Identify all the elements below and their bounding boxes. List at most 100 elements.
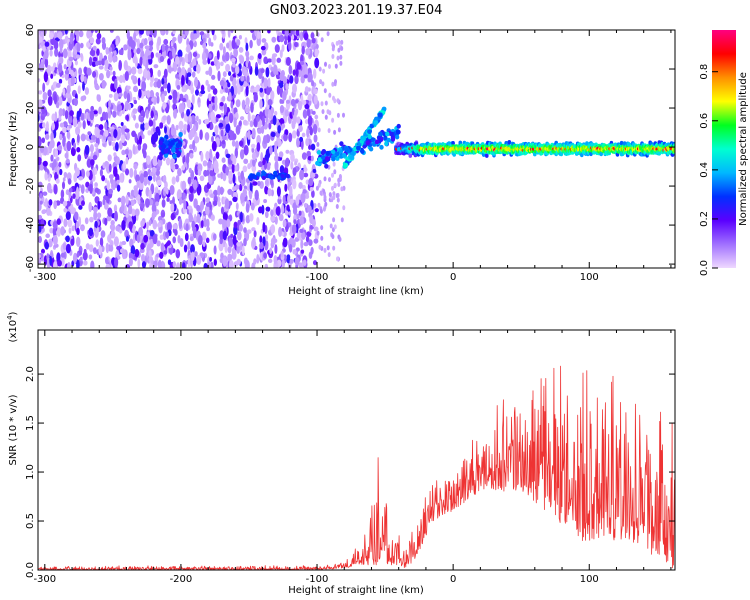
spectrogram-cell xyxy=(190,244,195,254)
spectrogram-cell xyxy=(320,235,324,241)
spectrogram-cell xyxy=(208,37,212,47)
spectrogram-cell xyxy=(331,46,335,52)
spectrogram-cell xyxy=(188,114,192,123)
spectrogram-cell xyxy=(285,83,289,90)
spectrogram-cell xyxy=(335,40,339,46)
spectrogram-cell xyxy=(318,66,322,72)
spectrogram-cell xyxy=(134,208,140,217)
spectrogram-cell xyxy=(323,194,327,200)
spectrogram-cell xyxy=(377,135,382,141)
spectrogram-cell xyxy=(333,224,337,230)
spectrogram-cell xyxy=(162,104,166,110)
spectrogram-cell xyxy=(210,111,216,121)
spectrogram-cell xyxy=(290,153,295,163)
spectrogram-cell xyxy=(42,82,46,93)
spectrogram-cell xyxy=(321,155,326,160)
spectrogram-cell xyxy=(41,137,46,144)
spectrogram-cell xyxy=(86,67,92,76)
spectrogram-cell xyxy=(227,82,231,88)
spectrogram-cell xyxy=(261,175,266,180)
spectrogram-cell xyxy=(305,138,309,147)
spectrogram-cell xyxy=(249,88,255,93)
spectrogram-cell xyxy=(324,156,330,161)
spectrogram-cell xyxy=(93,210,98,221)
spectrogram-cell xyxy=(201,52,207,62)
spectrogram-cell xyxy=(50,220,54,226)
spectrogram-cell xyxy=(74,30,80,36)
colorbar-label: Normalized spectral amplitude xyxy=(738,72,749,226)
spectrogram-cell xyxy=(235,202,239,211)
spectrogram-cell xyxy=(172,236,177,244)
spectrogram-cell xyxy=(197,190,201,196)
spectrogram-cell xyxy=(167,58,171,66)
spectrogram-cell xyxy=(175,73,179,79)
spectrogram-cell xyxy=(123,44,128,51)
spectrogram-cell xyxy=(299,228,304,233)
spectrogram-cell xyxy=(53,40,59,50)
spectrogram-cell xyxy=(86,30,92,39)
spectrogram-cell xyxy=(65,200,71,207)
spectrogram-cell xyxy=(231,57,236,63)
spectrogram-cell xyxy=(48,199,53,206)
spectrogram-cell xyxy=(269,145,273,155)
spectrogram-cell xyxy=(189,185,194,194)
spectrogram-cell xyxy=(339,60,343,66)
spectrogram-cell xyxy=(152,126,156,133)
spectrogram-cell xyxy=(227,40,233,51)
spectrogram-cell xyxy=(163,148,169,154)
spectrogram-cell xyxy=(314,57,320,69)
spectrogram-cell xyxy=(54,48,59,57)
spectrogram-cell xyxy=(318,244,322,250)
spectrogram-cell xyxy=(276,57,282,63)
spectrogram-cell xyxy=(233,47,239,58)
spectrogram-cell xyxy=(139,30,144,35)
spectrogram-cell xyxy=(148,119,154,127)
spectrogram-cell xyxy=(310,155,314,162)
spectrogram-cell xyxy=(283,134,288,141)
spectrogram-cell xyxy=(222,230,227,241)
spectrogram-cell xyxy=(173,108,177,119)
spectrogram-cell xyxy=(104,59,109,69)
colorbar: 0.00.20.40.60.8 Normalized spectral ampl… xyxy=(699,30,749,276)
spectrogram-cell xyxy=(143,170,149,179)
spectrogram-cell xyxy=(102,198,106,206)
spectrogram-cell xyxy=(201,231,207,241)
spectrogram-cell xyxy=(219,42,224,51)
spectrogram-cell xyxy=(166,221,172,233)
spectrogram-cell xyxy=(322,206,326,212)
spectrogram-cell xyxy=(284,30,289,37)
spectrogram-cell xyxy=(147,130,152,136)
spectrogram-cell xyxy=(291,238,296,248)
spectrogram-cell xyxy=(213,245,217,255)
spectrogram-cell xyxy=(77,121,82,128)
spectrogram-cell xyxy=(184,232,189,242)
spectrogram-cell xyxy=(326,31,330,37)
spectrogram-cell xyxy=(42,122,46,129)
spectrogram-cell xyxy=(152,211,157,218)
spectrogram-cell xyxy=(222,46,226,56)
spectrogram-cell xyxy=(159,55,165,63)
spectrogram-cell xyxy=(114,210,118,222)
colorbar-tick-label: 0.8 xyxy=(699,64,710,80)
spectrogram-cell xyxy=(126,92,131,104)
spectrogram-cell xyxy=(174,164,179,170)
spectrogram-cell xyxy=(303,202,308,208)
spectrogram-cell xyxy=(139,42,144,49)
spectrogram-cell xyxy=(323,247,327,253)
spectrogram-cell xyxy=(194,76,198,88)
spectrogram-cell xyxy=(83,76,87,84)
spectrogram-cell xyxy=(340,39,344,45)
spectrogram-cell xyxy=(332,245,336,251)
spectrogram-cell xyxy=(141,253,145,263)
spectrogram-cell xyxy=(130,245,136,255)
spectrogram-cell xyxy=(292,114,298,125)
spectrogram-cell xyxy=(166,114,171,125)
spectrogram-cell xyxy=(279,104,285,114)
colorbar-tick-label: 0.2 xyxy=(699,211,710,227)
spectrogram-cell xyxy=(296,137,300,148)
y-tick-label: 2.0 xyxy=(25,366,36,382)
spectrogram-cell xyxy=(152,118,156,129)
spectrogram-cell xyxy=(233,191,238,198)
spectrogram-cell xyxy=(242,188,248,198)
